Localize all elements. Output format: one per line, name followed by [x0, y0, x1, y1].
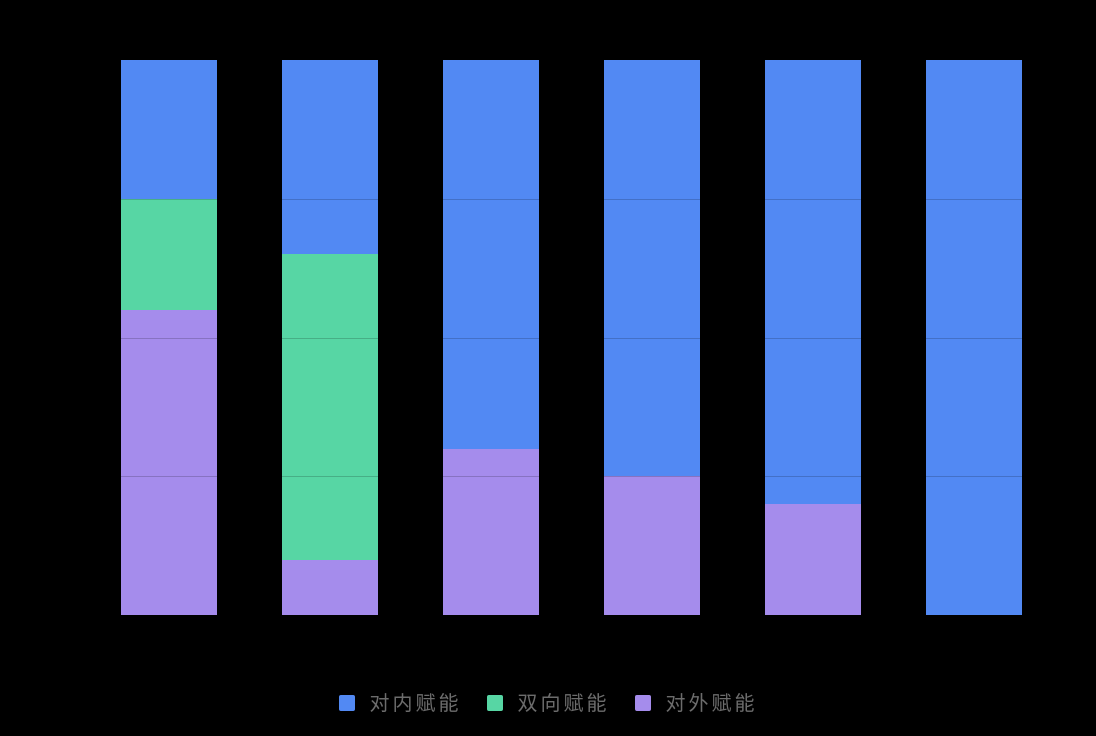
- legend-label-external: 对外赋能: [665, 691, 758, 715]
- bar-stack: [603, 60, 700, 615]
- legend-item-external-empowerment[interactable]: 对外赋能: [634, 691, 758, 715]
- legend-label-internal: 对内赋能: [369, 691, 462, 715]
- gridline: [88, 198, 1054, 200]
- bar-segment: [281, 559, 378, 615]
- gridline: [88, 476, 1054, 478]
- legend-swatch-external-icon: [634, 695, 651, 711]
- bar-segment: [764, 60, 861, 504]
- bar-segment: [603, 60, 700, 477]
- bar-segment: [281, 254, 378, 560]
- gridline: [88, 337, 1054, 339]
- legend-swatch-internal-icon: [338, 695, 355, 711]
- bar-segment: [764, 504, 861, 615]
- bar-segment: [120, 60, 217, 199]
- bar-segment: [925, 60, 1022, 615]
- bar-segment: [120, 198, 217, 310]
- bar-segment: [442, 448, 539, 615]
- legend-item-internal-empowerment[interactable]: 对内赋能: [338, 691, 462, 715]
- legend-label-bidirectional: 双向赋能: [517, 691, 610, 715]
- bar-stack: [281, 60, 378, 615]
- bar-stack: [764, 60, 861, 615]
- chart-legend: 对内赋能 双向赋能 对外赋能: [0, 688, 1096, 718]
- bar-stack: [442, 60, 539, 615]
- bar-segment: [281, 60, 378, 255]
- legend-item-bidirectional-empowerment[interactable]: 双向赋能: [486, 691, 610, 715]
- bar-stack: [925, 60, 1022, 615]
- legend-swatch-bidirectional-icon: [486, 695, 503, 711]
- bar-segment: [442, 60, 539, 449]
- bar-segment: [120, 309, 217, 615]
- bar-stack: [120, 60, 217, 615]
- bar-segment: [603, 476, 700, 615]
